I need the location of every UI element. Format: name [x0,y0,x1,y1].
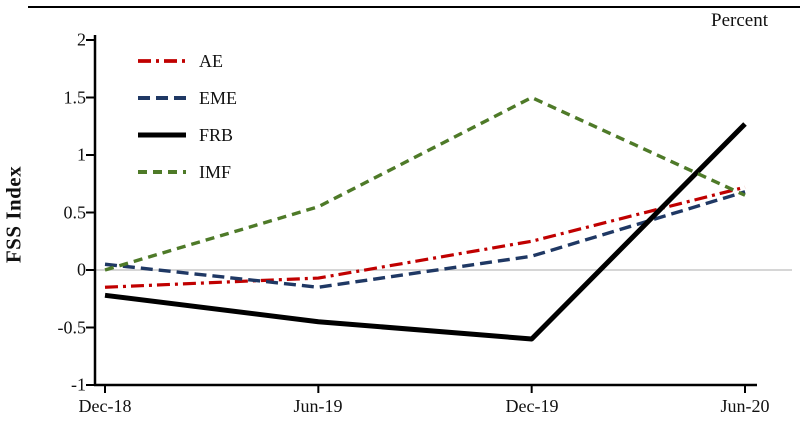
legend-item-eme: EME [138,85,237,111]
legend-label: AE [199,50,223,71]
legend-line-sample [138,170,186,174]
x-tick-label: Dec-19 [505,396,559,416]
legend-label: IMF [199,161,232,182]
y-tick-label: 1 [77,144,86,165]
legend-label: FRB [199,124,234,145]
series-EME-line [104,190,746,289]
y-tick-label: -1 [71,374,86,395]
x-tick-label: Jun-19 [293,396,343,416]
y-tick-label: 1.5 [63,87,87,107]
x-tick-label: Jun-20 [720,396,770,416]
y-tick-label: 0 [77,259,86,280]
unit-label: Percent [711,10,768,31]
y-tick-label: 2 [77,29,86,50]
x-tick-label: Dec-18 [78,396,132,416]
figure-top-border [28,6,800,8]
legend-item-frb: FRB [138,122,237,148]
series-FRB-line [104,122,747,342]
legend-line-sample [138,59,186,63]
legend-line-sample [138,96,186,100]
series-IMF-line [104,95,746,272]
legend: AE EME FRB IMF [138,48,237,185]
y-tick-label: -0.5 [57,317,87,337]
legend-item-ae: AE [138,48,237,74]
y-tick-label: 0.5 [63,202,87,222]
legend-line-sample [138,132,186,138]
legend-item-imf: IMF [138,159,237,185]
legend-label: EME [199,87,237,108]
series-AE-line [104,185,746,289]
